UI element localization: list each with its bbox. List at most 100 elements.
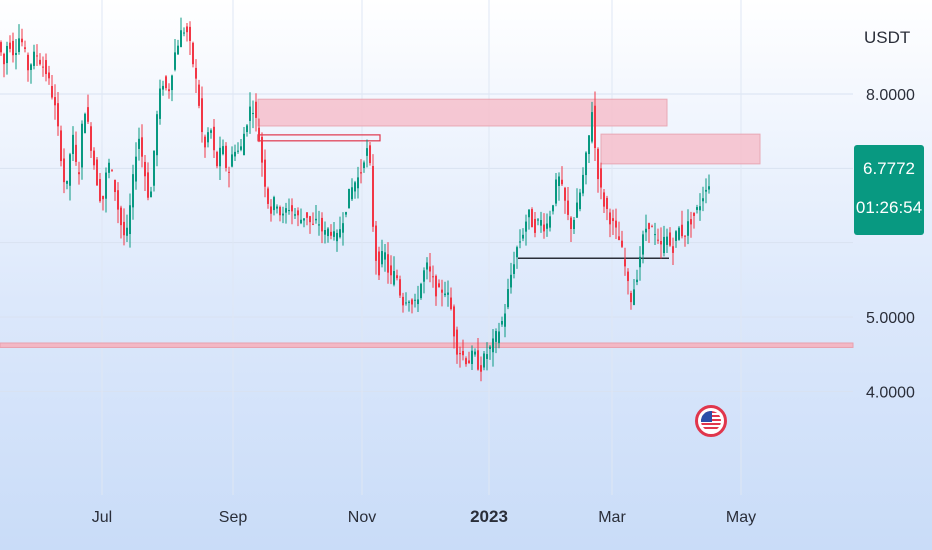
candle <box>231 154 233 167</box>
candle <box>621 240 623 247</box>
candle <box>687 221 689 236</box>
candle <box>48 72 50 79</box>
candle <box>321 217 323 232</box>
candle <box>693 212 695 216</box>
candle <box>78 172 80 175</box>
candle <box>318 224 320 226</box>
candle <box>696 207 698 210</box>
candle <box>492 338 494 353</box>
us-flag-icon[interactable] <box>695 405 727 437</box>
candle <box>243 133 245 156</box>
candle <box>303 218 305 221</box>
candle <box>171 75 173 91</box>
candle <box>99 179 101 202</box>
support-zone <box>0 342 854 348</box>
candle <box>606 197 608 210</box>
candle <box>444 293 446 296</box>
candle <box>306 212 308 218</box>
candle <box>684 235 686 237</box>
candle <box>480 365 482 372</box>
candle <box>654 234 656 236</box>
candle <box>561 179 563 185</box>
candle <box>51 86 53 98</box>
candle <box>609 212 611 225</box>
candle <box>213 126 215 151</box>
candle <box>390 265 392 276</box>
candle <box>651 226 653 228</box>
candle <box>420 283 422 299</box>
candle <box>339 229 341 238</box>
candle <box>111 170 113 172</box>
candle <box>174 52 176 70</box>
candle <box>309 216 311 223</box>
candle <box>708 186 710 190</box>
candle <box>372 166 374 227</box>
candle <box>705 189 707 192</box>
candle <box>603 192 605 207</box>
candle <box>105 172 107 199</box>
candle <box>699 206 701 211</box>
candle <box>579 192 581 210</box>
candle <box>642 234 644 255</box>
candle <box>135 156 137 182</box>
candle <box>438 283 440 287</box>
candle <box>252 113 254 115</box>
candle <box>210 130 212 133</box>
candle <box>57 103 59 127</box>
candle <box>672 246 674 253</box>
candle <box>588 135 590 154</box>
candle <box>396 275 398 279</box>
candle <box>33 51 35 66</box>
candle <box>546 223 548 229</box>
candle <box>96 159 98 186</box>
candle <box>165 76 167 89</box>
candle <box>636 279 638 283</box>
candle <box>27 54 29 71</box>
candle <box>195 67 197 79</box>
candle <box>582 174 584 194</box>
candle <box>702 198 704 202</box>
candle <box>360 172 362 174</box>
x-tick-label: Sep <box>219 509 248 526</box>
candle <box>348 188 350 209</box>
candle <box>447 292 449 295</box>
candle <box>618 236 620 241</box>
candle <box>552 205 554 212</box>
candle <box>567 200 569 215</box>
candle <box>600 168 602 188</box>
candle <box>240 146 242 150</box>
candle <box>462 350 464 356</box>
y-tick-label: 4.0000 <box>866 384 915 401</box>
candle <box>15 52 17 55</box>
candle <box>456 329 458 355</box>
candle <box>381 251 383 265</box>
y-tick-label: 5.0000 <box>866 310 915 327</box>
candle <box>591 112 593 142</box>
candle <box>183 32 185 34</box>
candle <box>6 45 8 64</box>
candle <box>639 256 641 268</box>
candle <box>513 264 515 274</box>
candle <box>471 350 473 364</box>
candle <box>201 98 203 133</box>
candle <box>411 299 413 305</box>
candle <box>522 234 524 239</box>
candle <box>402 296 404 306</box>
candle <box>207 132 209 143</box>
candle <box>450 297 452 310</box>
candle <box>555 179 557 204</box>
candle <box>237 150 239 152</box>
candle <box>279 206 281 216</box>
candle <box>204 136 206 148</box>
candle <box>3 53 5 65</box>
candle <box>156 114 158 156</box>
candle <box>186 26 188 33</box>
candle <box>516 247 518 258</box>
candle <box>594 105 596 148</box>
candle <box>615 220 617 228</box>
resistance-zone <box>257 98 668 127</box>
candle <box>72 134 74 155</box>
candle <box>525 221 527 232</box>
candle <box>333 231 335 237</box>
